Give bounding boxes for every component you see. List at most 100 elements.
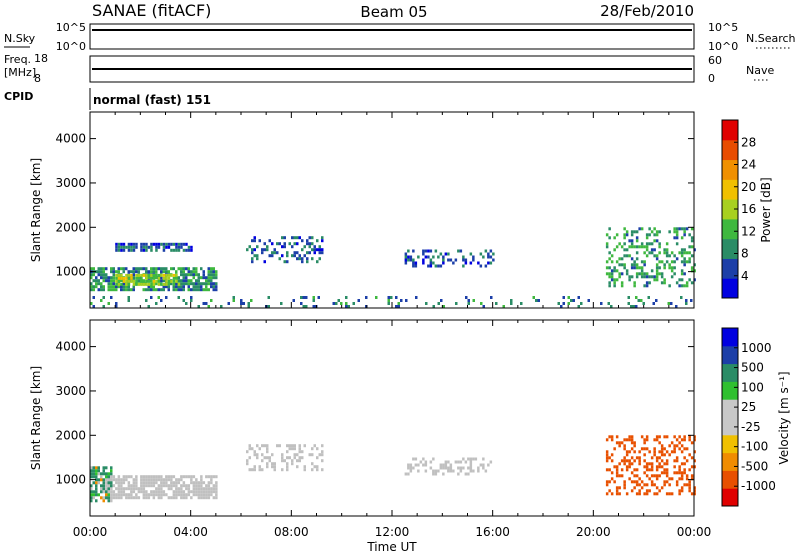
velocity-cell xyxy=(655,459,659,463)
velocity-cell xyxy=(615,441,619,445)
freq-tick-top: 18 xyxy=(34,52,48,65)
power-cell xyxy=(162,267,165,271)
velocity-cell xyxy=(442,466,445,470)
velocity-cell xyxy=(281,459,284,463)
power-cell xyxy=(137,273,141,277)
power-cell xyxy=(301,257,304,261)
freq-label: Freq. xyxy=(4,53,31,66)
velocity-cell xyxy=(633,441,636,445)
power-cell xyxy=(683,230,686,234)
power-cell xyxy=(160,288,163,292)
power-cell xyxy=(185,282,188,286)
power-cell xyxy=(610,305,613,308)
power-cell xyxy=(690,227,694,231)
power-cell xyxy=(117,242,121,246)
velocity-cell xyxy=(95,472,98,476)
power-cell xyxy=(422,258,425,262)
velocity-cell xyxy=(125,475,128,479)
velocity-heatmap-cells xyxy=(90,435,696,503)
power-cell xyxy=(680,278,684,282)
power-cell xyxy=(620,281,624,285)
power-cell xyxy=(165,270,168,274)
velocity-cell xyxy=(291,459,294,463)
power-cell xyxy=(650,251,654,255)
velocity-cell xyxy=(675,438,679,442)
velocity-cell xyxy=(258,468,261,472)
power-cell xyxy=(127,285,130,289)
velocity-cell xyxy=(625,453,629,457)
velocity-cell xyxy=(115,487,118,491)
power-cell xyxy=(140,276,143,280)
velocity-cell xyxy=(650,474,654,478)
velocity-cell xyxy=(197,484,201,488)
velocity-cell xyxy=(102,472,105,476)
power-cell xyxy=(117,245,121,249)
velocity-cell xyxy=(298,456,301,460)
power-cell xyxy=(263,242,266,246)
power-cell xyxy=(202,273,205,277)
velocity-cell xyxy=(663,471,666,475)
power-cell xyxy=(432,255,435,259)
power-cell xyxy=(157,242,161,246)
velocity-cell xyxy=(296,465,299,469)
power-cell xyxy=(670,275,674,279)
velocity-cell xyxy=(202,496,206,500)
velocity-cell xyxy=(110,490,113,494)
velocity-cell xyxy=(135,475,138,479)
power-cell xyxy=(115,245,118,249)
velocity-cell xyxy=(207,475,211,479)
power-cell xyxy=(145,267,148,271)
power-cell xyxy=(281,254,284,258)
velocity-cell xyxy=(97,493,100,497)
velocity-cell xyxy=(414,457,418,461)
velocity-cell xyxy=(663,435,666,439)
power-cell xyxy=(487,252,490,256)
power-cell xyxy=(437,255,440,259)
velocity-cell xyxy=(469,463,473,467)
power-cell xyxy=(115,242,118,246)
power-cell xyxy=(115,302,118,305)
power-cell xyxy=(185,242,188,246)
velocity-cell xyxy=(298,459,301,463)
power-cell xyxy=(587,299,590,302)
power-cell xyxy=(175,270,178,274)
velocity-cell xyxy=(90,496,93,500)
velocity-colorbar-swatch xyxy=(722,434,738,454)
power-cell xyxy=(618,275,621,279)
velocity-cell xyxy=(678,471,681,475)
velocity-cell xyxy=(90,475,93,479)
power-cell xyxy=(195,282,198,286)
power-cell xyxy=(150,288,153,292)
power-cell xyxy=(298,254,301,258)
power-cell xyxy=(107,279,110,283)
velocity-cell xyxy=(170,487,173,491)
velocity-cell xyxy=(115,481,118,485)
power-cell xyxy=(434,249,438,253)
velocity-cell xyxy=(673,450,676,454)
power-cell xyxy=(137,267,140,271)
velocity-cell xyxy=(261,453,264,457)
power-cell xyxy=(610,272,614,276)
velocity-cell xyxy=(321,450,324,454)
velocity-cell xyxy=(190,478,193,482)
velocity-cell xyxy=(673,444,676,448)
power-cell xyxy=(177,282,181,286)
power-cell xyxy=(688,278,691,282)
velocity-cell xyxy=(97,469,100,473)
power-colorbar-swatch xyxy=(722,120,738,141)
power-cell xyxy=(557,302,560,305)
power-cell xyxy=(397,305,400,308)
power-cell xyxy=(673,227,676,231)
power-cell xyxy=(135,279,138,283)
power-cell xyxy=(665,242,669,246)
power-cell xyxy=(665,254,669,258)
velocity-cell xyxy=(685,477,689,481)
power-cell xyxy=(283,260,286,264)
velocity-cell xyxy=(215,481,218,485)
velocity-cell xyxy=(685,459,689,463)
velocity-cell xyxy=(102,496,105,500)
power-cell xyxy=(147,305,150,308)
power-cell xyxy=(298,257,301,261)
power-cell xyxy=(608,281,611,285)
